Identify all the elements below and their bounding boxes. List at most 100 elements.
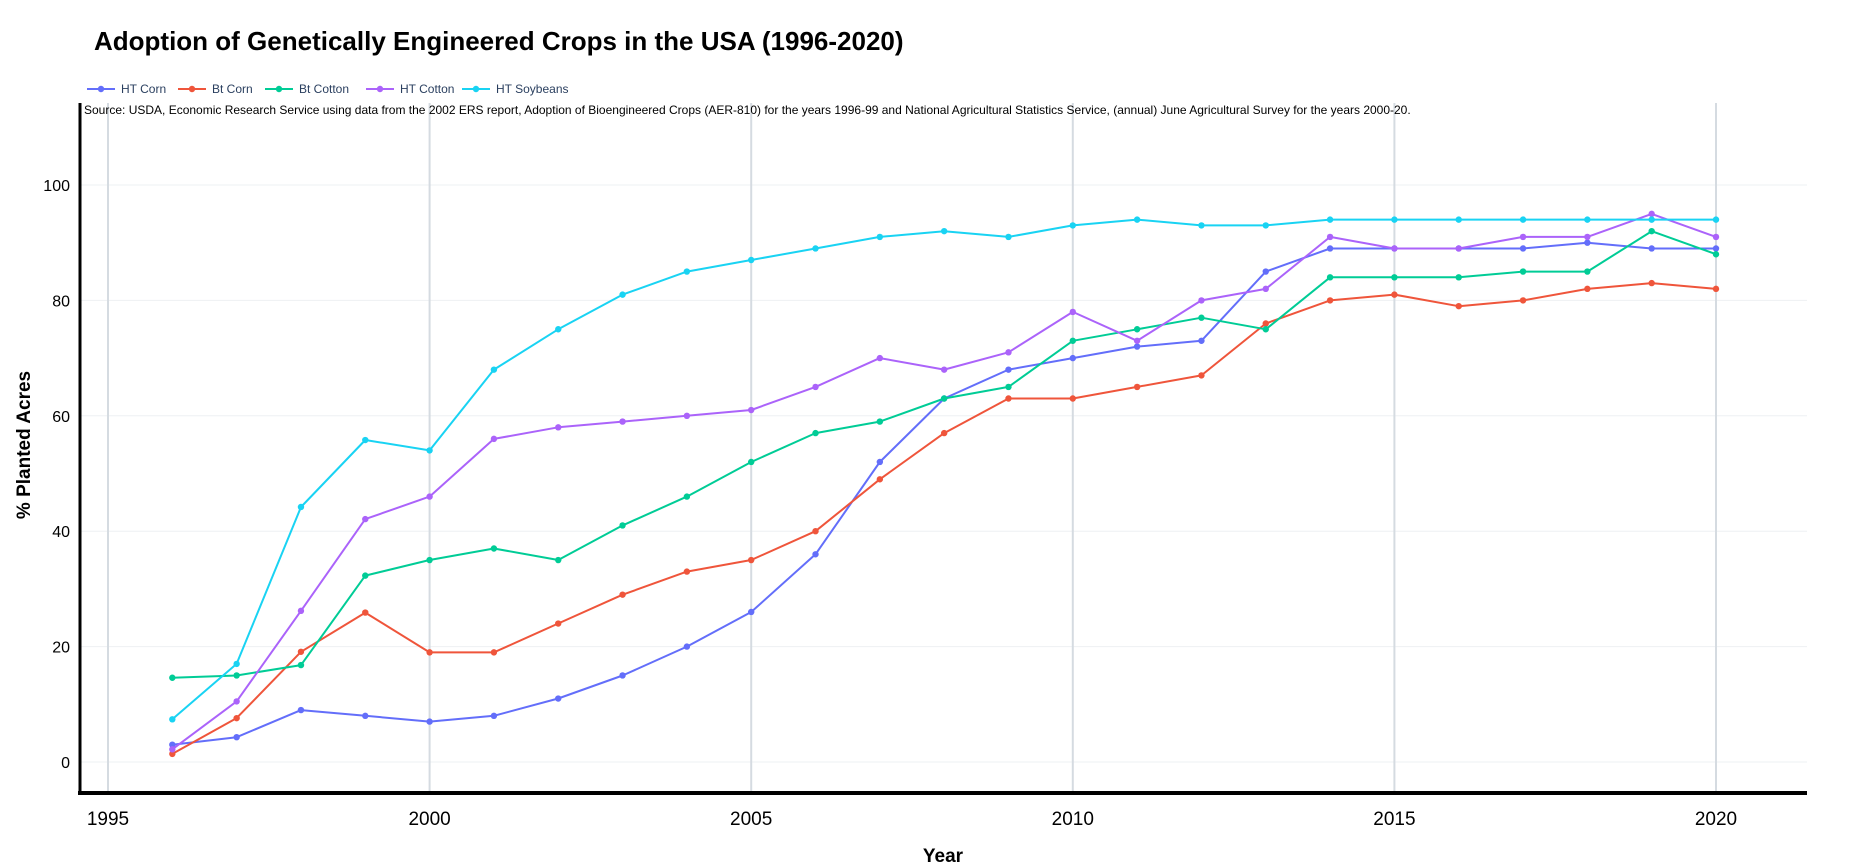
data-point	[362, 515, 369, 523]
data-point	[619, 672, 626, 679]
data-point	[748, 406, 755, 414]
data-point	[1519, 268, 1527, 275]
data-point	[619, 291, 626, 298]
legend-item: HT Soybeans	[462, 82, 569, 96]
y-tick-label: 20	[52, 640, 70, 657]
data-point	[683, 493, 691, 500]
y-tick-label: 60	[52, 409, 70, 426]
data-point	[812, 383, 819, 391]
data-point	[555, 695, 562, 702]
data-point	[1133, 326, 1141, 333]
data-point	[876, 354, 884, 362]
axes	[78, 103, 1807, 795]
data-point	[233, 733, 240, 741]
series-bt-corn	[169, 279, 1720, 758]
legend: HT Corn Bt Corn Bt Cotton HT Cotton HT Soybe…	[87, 82, 569, 96]
data-point	[426, 718, 433, 725]
data-point	[619, 522, 626, 529]
data-point	[1262, 285, 1269, 293]
data-point	[1198, 372, 1205, 379]
x-tick-label: 2000	[408, 809, 450, 830]
data-point	[1198, 297, 1205, 304]
data-point	[1648, 279, 1655, 287]
data-point	[426, 649, 433, 656]
data-point	[1326, 245, 1334, 252]
data-point	[812, 429, 819, 437]
data-point	[940, 429, 948, 437]
data-point	[619, 418, 626, 425]
data-point	[1262, 326, 1269, 333]
data-point	[812, 528, 819, 535]
data-point	[362, 436, 369, 444]
data-point	[683, 568, 691, 575]
legend-item: Bt Corn	[178, 82, 253, 96]
legend-item: HT Cotton	[366, 82, 454, 96]
data-point	[426, 493, 433, 500]
data-point	[490, 712, 498, 720]
data-point	[1133, 216, 1141, 223]
data-point	[619, 591, 626, 598]
data-point	[233, 714, 240, 722]
data-point	[940, 395, 948, 402]
legend-label: HT Cotton	[400, 82, 454, 96]
series-line	[171, 212, 1717, 751]
data-point	[297, 648, 305, 655]
legend-item: HT Corn	[87, 82, 166, 96]
y-tick-label: 80	[52, 293, 70, 310]
series-line	[171, 218, 1716, 721]
data-point	[812, 245, 819, 252]
legend-swatch-marker	[275, 85, 283, 93]
data-point	[1519, 297, 1527, 304]
source-annotation: Source: USDA, Economic Research Service …	[84, 103, 1411, 117]
data-point	[748, 556, 755, 564]
data-point	[1069, 395, 1077, 402]
y-tick-label: 100	[43, 178, 70, 195]
series-layer	[169, 210, 1720, 758]
data-point	[555, 326, 562, 333]
data-point	[1005, 349, 1012, 356]
data-point	[1648, 227, 1655, 235]
legend-swatch-marker	[472, 85, 480, 93]
data-point	[812, 551, 819, 558]
data-point	[1262, 222, 1269, 229]
data-point	[1391, 245, 1398, 252]
y-tick-label: 0	[61, 755, 70, 772]
data-point	[1198, 337, 1205, 344]
data-point	[297, 661, 305, 669]
x-tick-label: 2005	[730, 809, 772, 830]
data-point	[1584, 216, 1591, 223]
x-tick-label: 2015	[1373, 809, 1415, 830]
data-point	[490, 366, 498, 373]
data-point	[1712, 216, 1720, 223]
data-point	[1005, 395, 1012, 402]
data-point	[426, 556, 433, 564]
data-point	[490, 545, 498, 552]
ticks: 0 20 40 60 80 100 1995 2000 2005 2010 2015 2020	[43, 178, 1737, 830]
series-line	[171, 282, 1717, 755]
x-tick-label: 1995	[87, 809, 129, 830]
legend-label: HT Corn	[121, 82, 166, 96]
data-point	[1391, 274, 1398, 281]
data-point	[1584, 233, 1591, 241]
data-point	[1326, 297, 1334, 304]
data-point	[1262, 320, 1269, 327]
data-point	[555, 556, 562, 564]
data-point	[748, 458, 755, 466]
series-ht-soybeans	[169, 216, 1720, 723]
data-point	[1133, 343, 1141, 350]
data-point	[1005, 383, 1012, 391]
data-point	[683, 643, 691, 650]
data-point	[876, 418, 884, 425]
series-ht-corn	[169, 239, 1720, 748]
data-point	[555, 424, 562, 431]
data-point	[426, 447, 433, 454]
data-point	[876, 458, 884, 466]
data-point	[169, 750, 176, 758]
series-line	[172, 241, 1716, 746]
data-point	[1198, 222, 1205, 229]
data-point	[362, 572, 369, 579]
data-point	[748, 608, 755, 616]
data-point	[1069, 222, 1077, 229]
legend-label: Bt Corn	[212, 82, 253, 96]
